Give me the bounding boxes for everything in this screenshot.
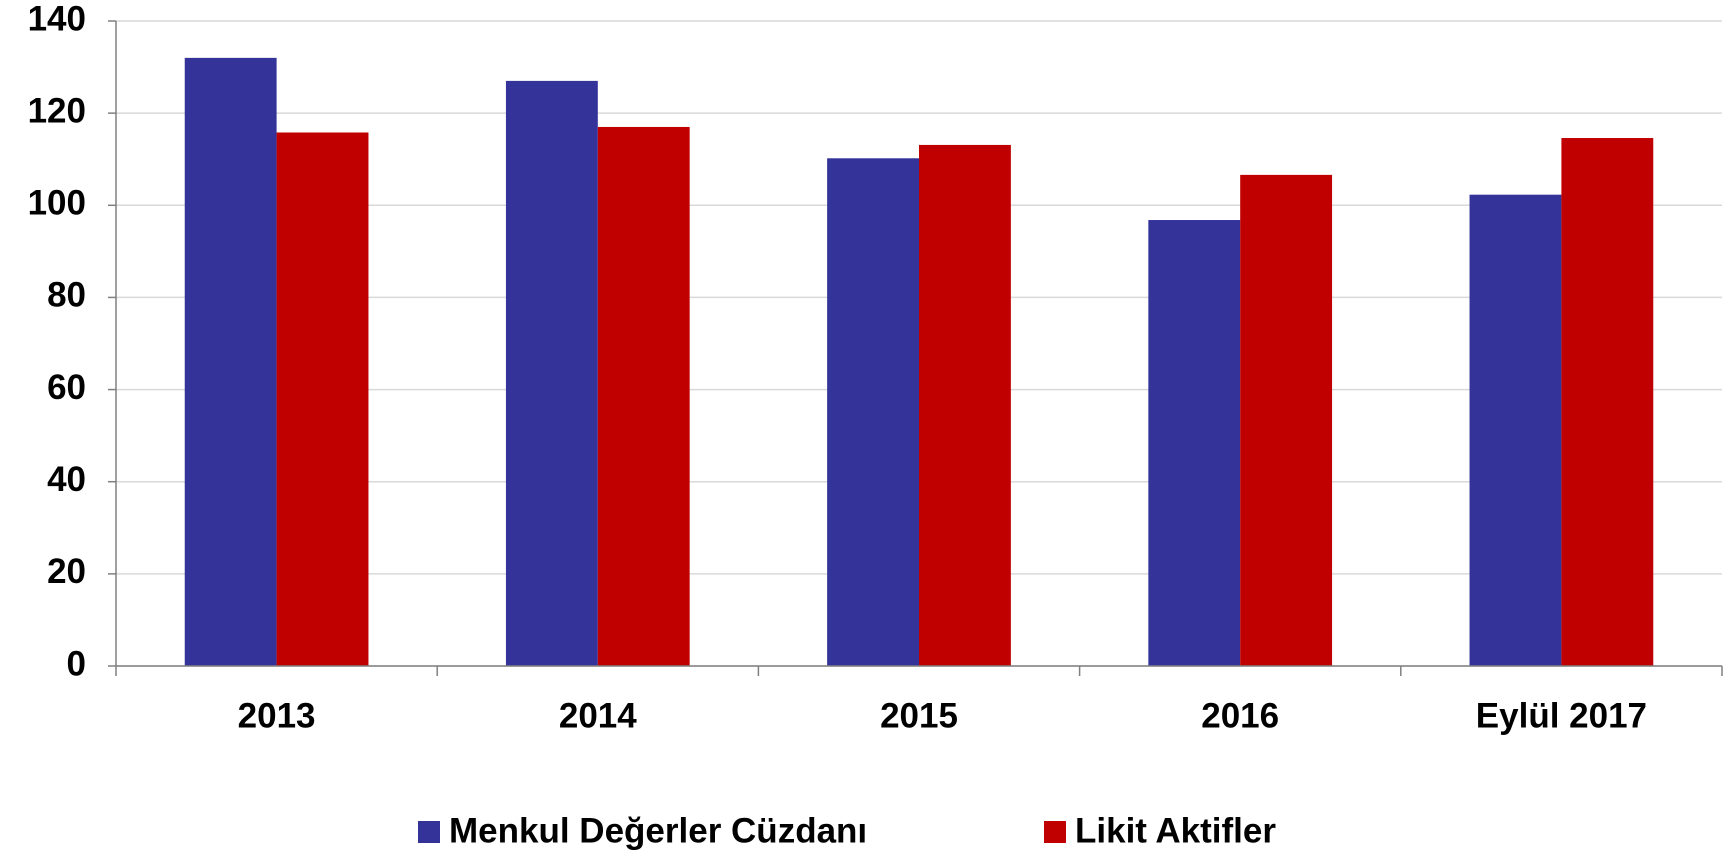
x-tick-label: 2015	[880, 696, 958, 735]
bar	[1148, 220, 1241, 666]
legend-label: Menkul Değerler Cüzdanı	[449, 811, 867, 850]
legend-swatch	[1044, 821, 1066, 843]
legend-label: Likit Aktifler	[1075, 811, 1276, 850]
x-tick-label: 2016	[1201, 696, 1279, 735]
x-tick-label: 2013	[238, 696, 316, 735]
bar	[276, 132, 369, 666]
bar	[597, 126, 690, 666]
y-tick-label: 60	[47, 368, 86, 407]
y-tick-label: 40	[47, 460, 86, 499]
bar	[827, 158, 919, 667]
x-tick-label: Eylül 2017	[1476, 696, 1647, 735]
y-tick-label: 20	[47, 552, 86, 591]
y-tick-label: 100	[28, 184, 86, 223]
y-tick-label: 0	[67, 644, 86, 683]
bar	[184, 57, 277, 667]
y-tick-label: 140	[28, 0, 86, 38]
bar	[1561, 138, 1654, 666]
bar	[505, 80, 598, 666]
x-tick-label: 2014	[559, 696, 637, 735]
y-tick-label: 80	[47, 276, 86, 315]
y-tick-label: 120	[28, 91, 86, 130]
legend-swatch	[418, 821, 440, 843]
bar	[1240, 174, 1333, 666]
bar	[919, 144, 1011, 667]
bar	[1469, 194, 1562, 667]
